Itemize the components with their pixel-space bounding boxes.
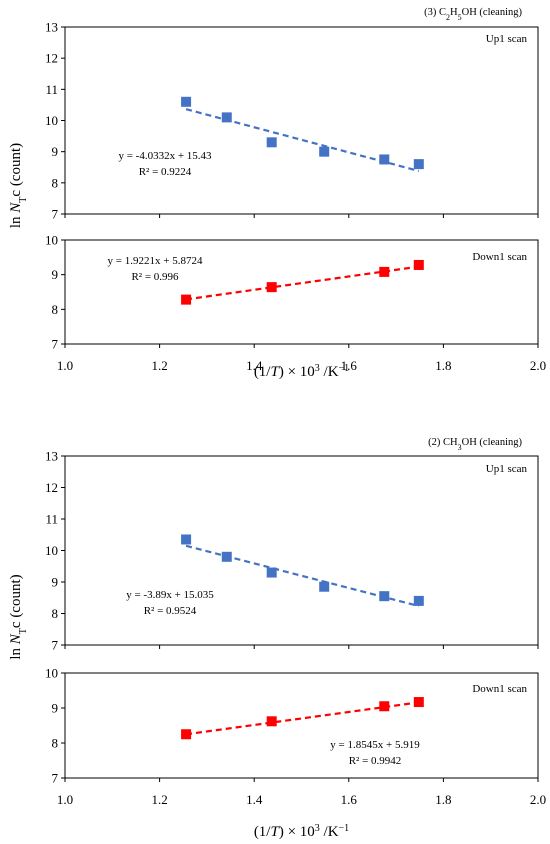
y-tick-label: 7 (52, 771, 59, 786)
data-point (266, 137, 277, 148)
y-tick-label: 13 (45, 449, 58, 464)
data-point (413, 259, 424, 270)
y-tick-label: 9 (52, 701, 59, 716)
y-tick-label: 10 (45, 543, 58, 558)
panel-up1: 7 8 9 10 11 12 13 Up1 scan y = -4.0332x + 15.43 R… (45, 20, 539, 222)
data-point (181, 96, 192, 107)
y-tick-label: 8 (52, 175, 59, 190)
data-point (181, 294, 192, 305)
plot-frame (64, 455, 539, 646)
panel-up1: 7 8 9 10 11 12 13 Up1 scan y = -3.89x + 15.035 R²… (45, 449, 539, 653)
y-tick-label: 9 (52, 267, 59, 282)
chart-1: (3) C2H5OH (cleaning) 7 8 9 10 11 12 13 Up1 scan… (8, 7, 546, 380)
x-tick-label: 1.8 (435, 792, 451, 807)
data-point (319, 581, 330, 592)
condition-label: (2) CH3OH (cleaning) (428, 437, 522, 452)
data-point (266, 716, 277, 727)
data-point (319, 146, 330, 157)
y-tick-label: 10 (45, 113, 58, 128)
plot-frame (64, 26, 539, 215)
y-tick-label: 10 (45, 666, 58, 681)
x-tick-label: 1.6 (341, 792, 358, 807)
plot-frame (64, 672, 539, 779)
series-name: Down1 scan (472, 251, 527, 263)
series-name: Down1 scan (472, 683, 527, 695)
x-tick-label: 1.8 (435, 358, 451, 373)
r-squared: R² = 0.9524 (144, 605, 197, 617)
y-tick-label: 13 (45, 20, 58, 35)
y-tick-label: 9 (52, 144, 59, 159)
panel-down1: 7 8 9 10 Down1 scan y = 1.8545x + 5.919 R² = 0… (45, 666, 539, 786)
data-point (379, 154, 390, 165)
x-axis-label: (1/T) × 103 /K−1 (254, 823, 349, 841)
data-point (266, 282, 277, 293)
x-tick-label: 1.0 (57, 358, 73, 373)
trend-equation: y = -4.0332x + 15.43 (118, 150, 212, 162)
x-tick-label: 1.0 (57, 792, 73, 807)
y-tick-label: 7 (52, 207, 59, 222)
x-axis-label: (1/T) × 103 /K−1 (254, 363, 349, 381)
series-name: Up1 scan (486, 33, 528, 45)
plot-frame (64, 239, 539, 345)
y-tick-label: 8 (52, 736, 59, 751)
y-tick-label: 8 (52, 606, 59, 621)
x-tick-label: 1.6 (341, 358, 358, 373)
data-point (266, 567, 277, 578)
y-axis-label: ln NTc (count) (8, 574, 29, 659)
r-squared: R² = 0.996 (131, 271, 179, 283)
trend-equation: y = -3.89x + 15.035 (126, 589, 214, 601)
x-tick-label: 1.4 (246, 792, 263, 807)
data-point (413, 697, 424, 708)
data-point (379, 591, 390, 602)
y-tick-label: 8 (52, 302, 59, 317)
y-tick-label: 12 (45, 480, 58, 495)
x-tick-label: 1.2 (151, 792, 167, 807)
data-point (221, 551, 232, 562)
y-tick-label: 7 (52, 638, 59, 653)
y-tick-label: 7 (52, 337, 59, 352)
y-tick-label: 9 (52, 575, 59, 590)
data-point (379, 266, 390, 277)
data-point (413, 595, 424, 606)
x-tick-label: 2.0 (530, 792, 546, 807)
x-tick-label: 1.4 (246, 358, 263, 373)
trend-equation: y = 1.8545x + 5.919 (330, 739, 420, 751)
trend-equation: y = 1.9221x + 5.8724 (108, 255, 203, 267)
condition-label: (3) C2H5OH (cleaning) (424, 7, 522, 22)
y-axis-label: ln NTc (count) (8, 143, 29, 228)
data-point (221, 112, 232, 123)
series-name: Up1 scan (486, 463, 528, 475)
y-tick-label: 12 (45, 51, 58, 66)
r-squared: R² = 0.9224 (139, 166, 192, 178)
y-tick-label: 11 (45, 512, 58, 527)
data-point (181, 729, 192, 740)
y-tick-label: 11 (45, 82, 58, 97)
y-tick-label: 10 (45, 233, 58, 248)
panel-down1: 7 8 9 10 Down1 scan y = 1.9221x + 5.8724 R² = … (45, 233, 539, 352)
data-point (379, 701, 390, 712)
x-tick-label: 1.2 (151, 358, 167, 373)
chart-2: (2) CH3OH (cleaning) 7 8 9 10 11 12 13 Up1 scan y… (8, 437, 546, 840)
x-tick-label: 2.0 (530, 358, 546, 373)
r-squared: R² = 0.9942 (349, 755, 402, 767)
data-point (413, 159, 424, 170)
data-point (181, 534, 192, 545)
